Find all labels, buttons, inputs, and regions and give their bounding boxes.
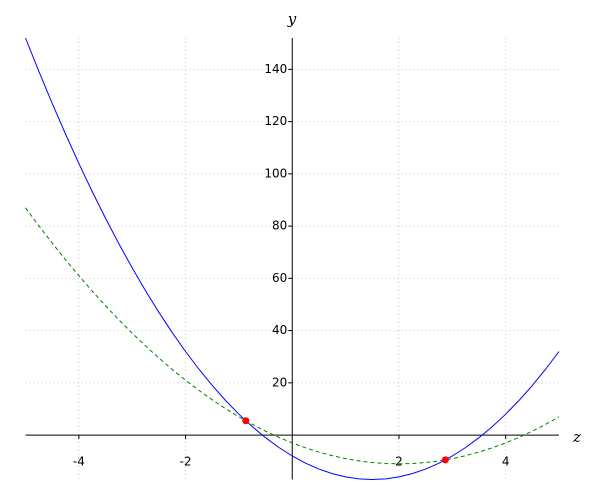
y-tick-label: 120 [264, 114, 287, 128]
x-tick-label: -2 [180, 455, 192, 469]
x-tick-label: 2 [395, 455, 403, 469]
x-tick-label: 4 [502, 455, 510, 469]
y-tick-label: 100 [264, 166, 287, 180]
x-tick-label: -4 [73, 455, 85, 469]
y-tick-label: 80 [272, 219, 287, 233]
intersection-point [242, 417, 250, 425]
x-axis-label: z [572, 428, 581, 446]
intersection-point [441, 456, 449, 464]
y-tick-label: 20 [272, 375, 287, 389]
y-axis-label: y [287, 10, 297, 28]
y-tick-label: 140 [264, 62, 287, 76]
y-tick-label: 40 [272, 323, 287, 337]
y-tick-label: 60 [272, 271, 287, 285]
curve [25, 37, 560, 481]
curve [25, 207, 560, 465]
